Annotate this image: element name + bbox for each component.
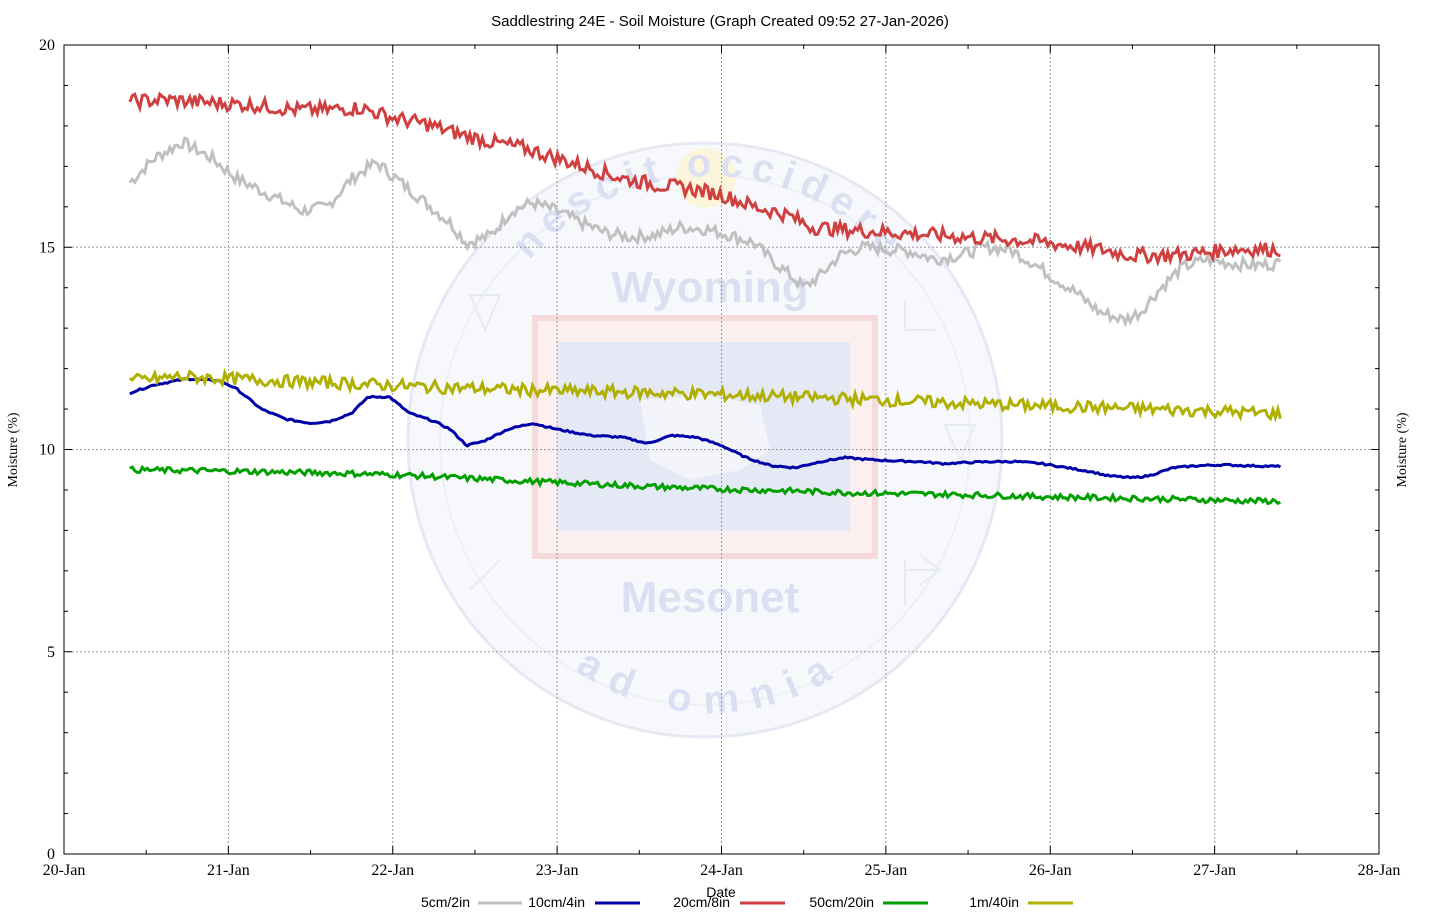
- series-line-5cm-2in: [128, 136, 1282, 328]
- x-tick-label: 20-Jan: [43, 862, 86, 879]
- series-line-10cm-4in: [129, 376, 1282, 480]
- y-tick-label: 20: [39, 37, 55, 54]
- legend-label: 1m/40in: [969, 894, 1019, 910]
- y-axis-title-left: Moisture (%): [6, 412, 21, 487]
- plot-frame: [63, 44, 1380, 855]
- x-tick-labels: 20-Jan 21-Jan 22-Jan 23-Jan 24-Jan 25-Jan 26-J…: [43, 862, 1401, 879]
- y-tick-label: 5: [47, 644, 55, 661]
- x-tick-label: 28-Jan: [1358, 862, 1401, 879]
- grid-lines: [64, 45, 1379, 854]
- y-tick-label: 15: [39, 239, 55, 256]
- x-tick-label: 23-Jan: [536, 862, 579, 879]
- legend-label: 5cm/2in: [421, 894, 470, 910]
- x-tick-label: 21-Jan: [207, 862, 250, 879]
- wyoming-mesonet-watermark: Wyoming Mesonet nescit occidere ad omnia: [406, 141, 1004, 739]
- series-line-1m-40in: [128, 367, 1282, 423]
- y-tick-label: 0: [47, 846, 55, 863]
- watermark-name-top: Wyoming: [611, 263, 808, 312]
- series-line-50cm-20in: [129, 464, 1281, 506]
- legend: 5cm/2in 10cm/4in 20cm/8in 50cm/20in 1m/40in: [421, 894, 1073, 910]
- x-tick-label: 27-Jan: [1193, 862, 1236, 879]
- x-tick-label: 22-Jan: [371, 862, 414, 879]
- watermark-name-bottom: Mesonet: [621, 573, 800, 622]
- x-axis-title: Date: [706, 884, 736, 900]
- y-axis-title-right: Moisture (%): [1395, 412, 1410, 487]
- x-tick-label: 24-Jan: [700, 862, 743, 879]
- x-tick-label: 26-Jan: [1029, 862, 1072, 879]
- legend-label: 20cm/8in: [673, 894, 730, 910]
- legend-label: 50cm/20in: [809, 894, 874, 910]
- y-tick-label: 10: [39, 442, 55, 459]
- data-series: [128, 91, 1282, 506]
- x-tick-label: 25-Jan: [865, 862, 908, 879]
- series-line-20cm-8in: [128, 91, 1281, 267]
- y-tick-labels: 0 5 10 15 20: [39, 37, 55, 863]
- legend-label: 10cm/4in: [528, 894, 585, 910]
- chart-title: Saddlestring 24E - Soil Moisture (Graph …: [491, 13, 949, 30]
